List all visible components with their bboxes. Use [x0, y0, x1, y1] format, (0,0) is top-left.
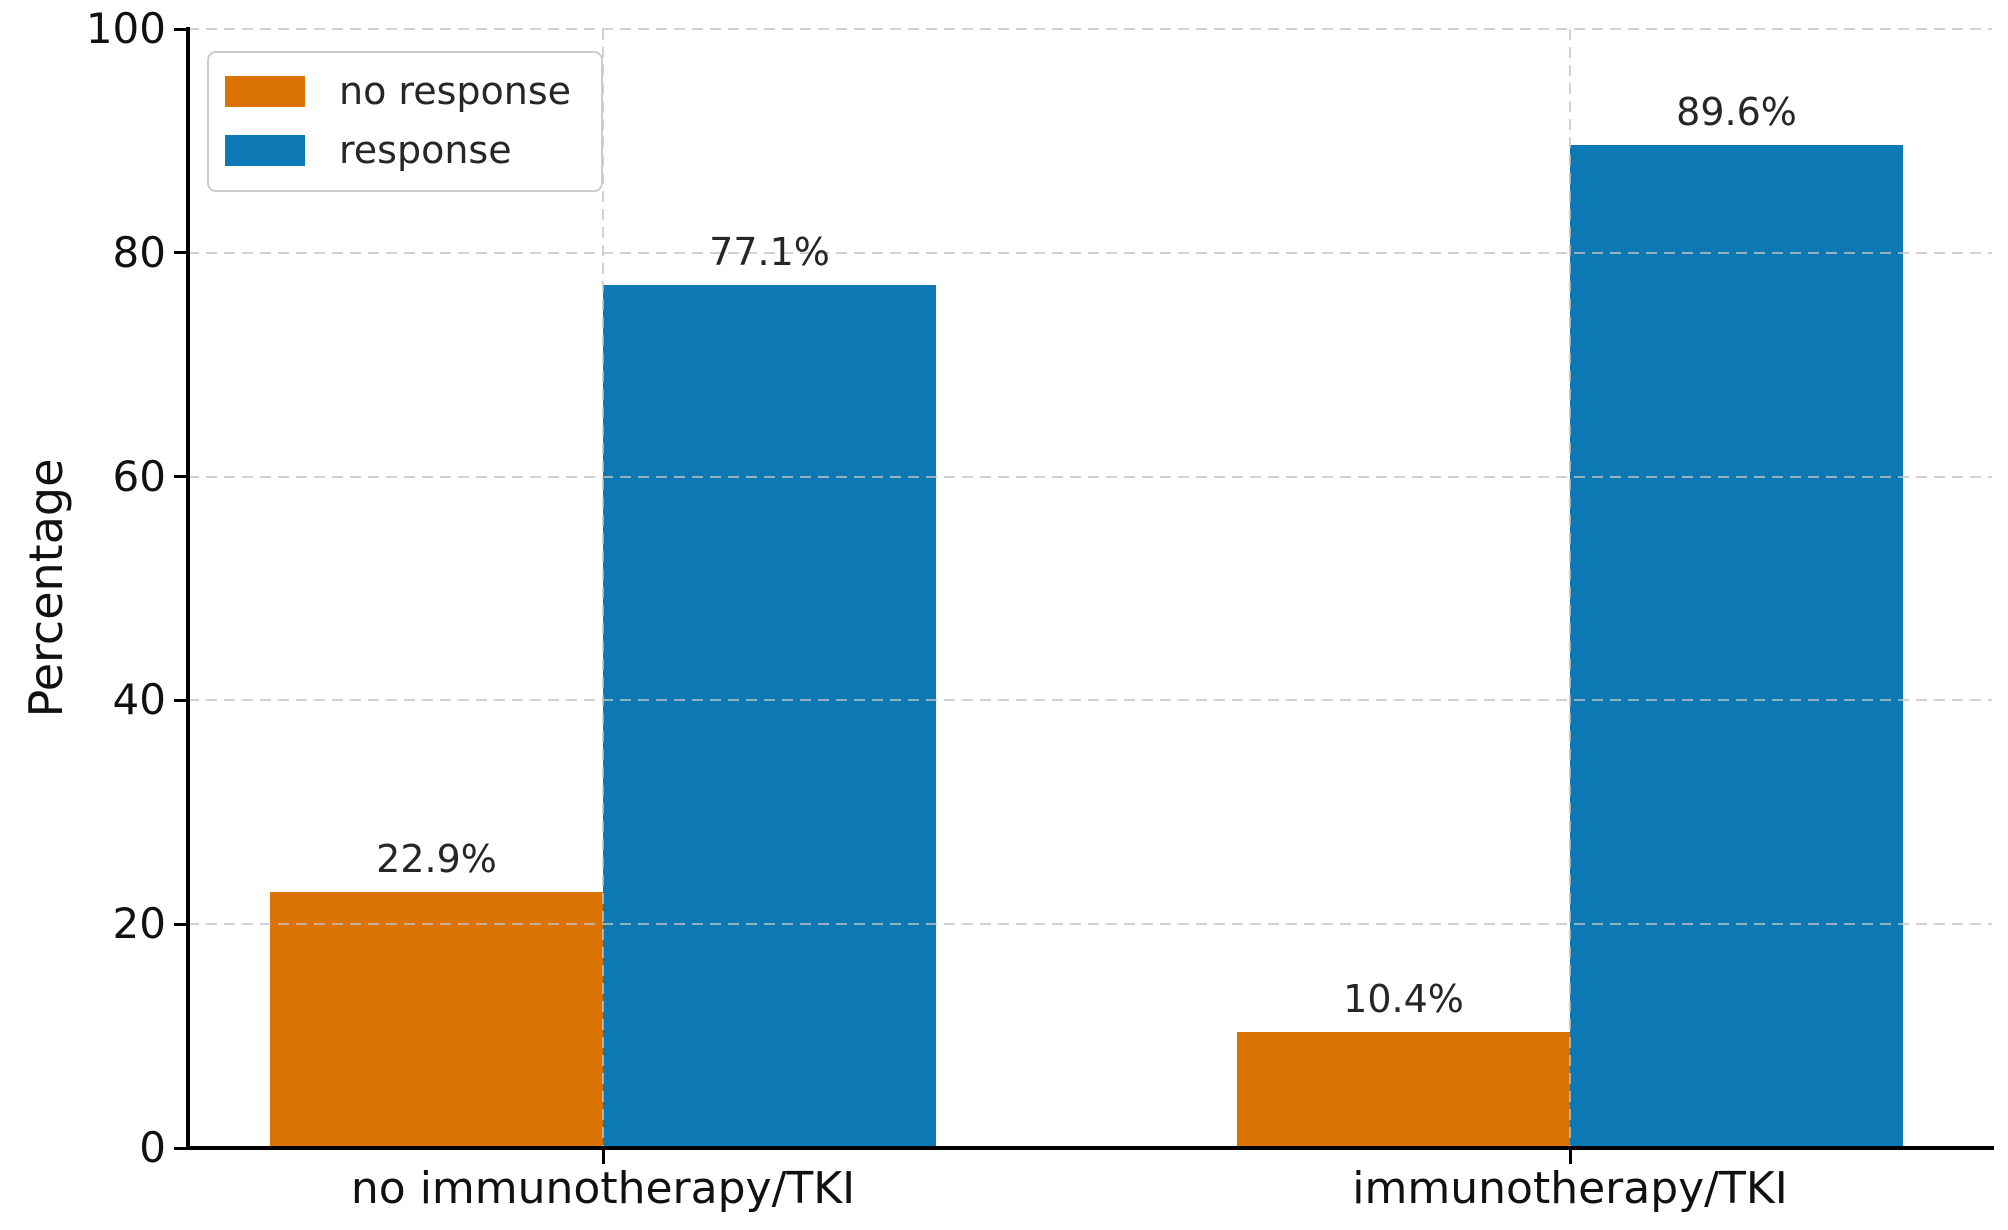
y-tick-label: 80 [112, 227, 166, 277]
legend-item: response [225, 128, 571, 172]
horizontal-gridline [188, 28, 1992, 30]
bar-value-label: 10.4% [1343, 976, 1464, 1021]
y-tick-mark [174, 27, 188, 31]
plot-area: 22.9% 10.4% 77.1% 89.6% 0 20 40 60 80 100 no imm… [86, 8, 1994, 1214]
bar-response-1 [603, 285, 936, 1148]
legend-label: no response [339, 69, 572, 113]
horizontal-gridline [188, 251, 1992, 254]
y-tick-mark [174, 251, 188, 255]
y-tick-label: 40 [112, 675, 166, 725]
vertical-gridline [602, 29, 604, 1148]
y-tick-mark [174, 698, 188, 702]
horizontal-gridline [188, 923, 1992, 926]
legend-label: response [339, 128, 512, 172]
y-tick-mark [174, 922, 188, 926]
x-axis-spine [186, 1146, 1994, 1150]
x-tick-mark [601, 1150, 605, 1164]
bar-value-label: 89.6% [1676, 90, 1797, 135]
y-tick-label: 20 [112, 899, 166, 949]
legend-swatch-no-response [225, 75, 305, 107]
legend-swatch-response [225, 134, 305, 166]
y-tick-mark [174, 475, 188, 479]
bar-value-label: 77.1% [709, 230, 830, 275]
bar-value-label: 22.9% [376, 836, 497, 881]
y-tick-label: 100 [85, 4, 166, 53]
bar-no-response-2 [1237, 1031, 1570, 1148]
bar-response-2 [1570, 145, 1903, 1148]
y-axis-spine [186, 27, 190, 1150]
legend: no response response [207, 51, 604, 192]
y-tick-label: 60 [112, 451, 166, 501]
legend-item: no response [225, 69, 571, 113]
horizontal-gridline [188, 699, 1992, 702]
horizontal-gridline [188, 475, 1992, 478]
vertical-gridline [1569, 29, 1571, 1148]
x-tick-label: immunotherapy/TKI [1352, 1163, 1788, 1214]
x-tick-mark [1568, 1150, 1572, 1164]
x-tick-label: no immunotherapy/TKI [350, 1163, 856, 1214]
y-tick-label: 0 [139, 1123, 166, 1172]
bar-no-response-1 [270, 891, 603, 1148]
y-tick-mark [174, 1146, 188, 1150]
